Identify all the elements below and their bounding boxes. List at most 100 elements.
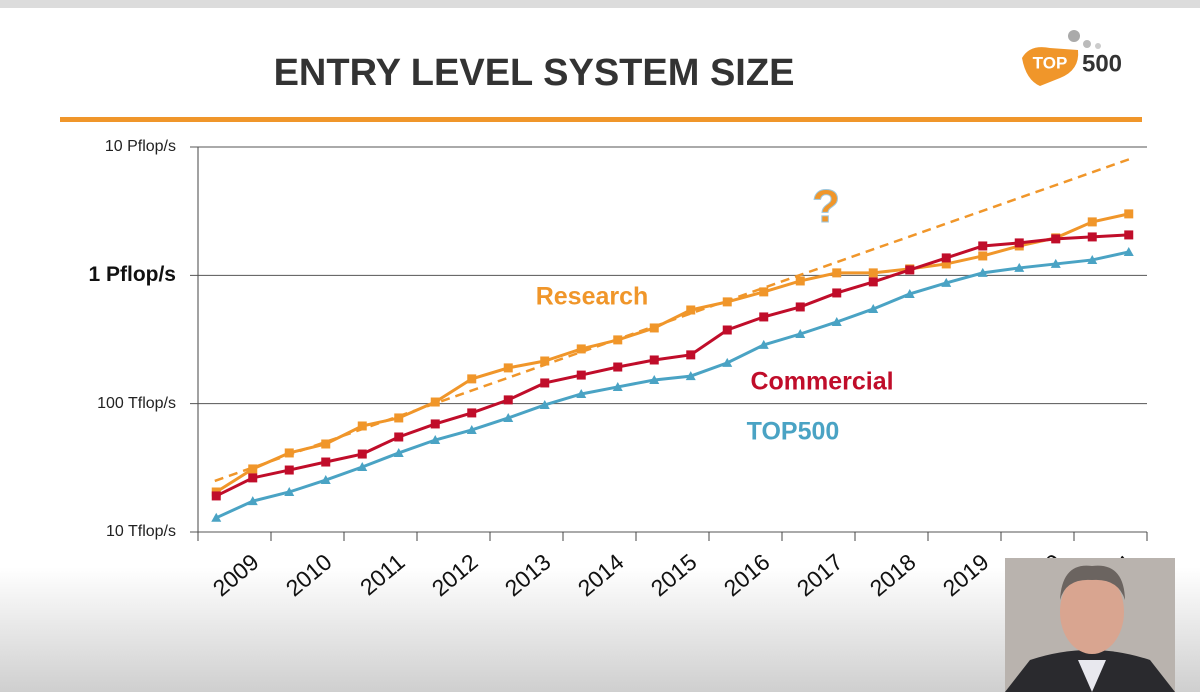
- marker: [394, 413, 404, 423]
- marker: [1050, 258, 1061, 268]
- logo-shape: [1022, 47, 1079, 86]
- marker: [613, 335, 623, 345]
- marker: [284, 448, 294, 458]
- marker: [393, 447, 404, 457]
- series-label: Research: [536, 283, 649, 311]
- series-line: [215, 250, 1130, 520]
- marker: [941, 259, 951, 269]
- speaker-video: [1005, 558, 1175, 692]
- marker: [977, 267, 988, 277]
- marker: [832, 268, 842, 278]
- marker: [248, 464, 258, 474]
- marker: [978, 251, 988, 261]
- marker: [284, 465, 294, 475]
- marker: [649, 374, 660, 384]
- marker: [576, 388, 587, 398]
- marker: [211, 512, 222, 522]
- marker: [394, 432, 404, 442]
- marker: [466, 424, 477, 434]
- frame-top: [0, 0, 1200, 8]
- marker: [576, 370, 586, 380]
- marker: [503, 363, 513, 373]
- logo: TOP 500: [1022, 30, 1122, 86]
- marker: [1087, 232, 1097, 242]
- marker: [941, 277, 952, 287]
- marker: [540, 378, 550, 388]
- marker: [211, 491, 221, 501]
- marker: [357, 461, 368, 471]
- marker: [1123, 246, 1134, 256]
- series-line: [215, 212, 1130, 494]
- marker: [540, 356, 550, 366]
- marker: [905, 265, 915, 275]
- marker: [831, 316, 842, 326]
- marker: [868, 303, 879, 313]
- marker: [612, 381, 623, 391]
- marker: [795, 276, 805, 286]
- slide-title: ENTRY LEVEL SYSTEM SIZE: [274, 52, 795, 94]
- logo-dot: [1068, 30, 1080, 42]
- video-face: [1060, 570, 1124, 654]
- y-tick-label: 10 Pflop/s: [105, 138, 176, 155]
- marker: [467, 408, 477, 418]
- marker: [795, 329, 806, 339]
- marker: [978, 241, 988, 251]
- marker: [321, 457, 331, 467]
- marker: [247, 496, 258, 506]
- marker: [467, 374, 477, 384]
- marker: [320, 475, 331, 485]
- logo-right: 500: [1082, 50, 1122, 77]
- marker: [686, 305, 696, 315]
- marker: [868, 268, 878, 278]
- video-shirt: [1078, 660, 1106, 692]
- marker: [759, 312, 769, 322]
- marker: [357, 449, 367, 459]
- marker: [722, 297, 732, 307]
- logo-dot: [1083, 40, 1091, 48]
- marker: [613, 362, 623, 372]
- marker: [1087, 254, 1098, 264]
- marker: [649, 355, 659, 365]
- marker: [1124, 230, 1134, 240]
- marker: [430, 397, 440, 407]
- marker: [284, 486, 295, 496]
- logo-left: TOP: [1033, 53, 1068, 72]
- marker: [321, 439, 331, 449]
- marker: [686, 350, 696, 360]
- marker: [503, 395, 513, 405]
- marker: [1051, 234, 1061, 244]
- marker: [649, 323, 659, 333]
- marker: [685, 371, 696, 381]
- marker: [868, 277, 878, 287]
- marker: [430, 435, 441, 445]
- series-label: TOP500: [747, 418, 840, 446]
- marker: [759, 287, 769, 297]
- y-tick-label: 10 Tflop/s: [106, 523, 176, 540]
- annotation: ?: [812, 180, 840, 232]
- marker: [539, 399, 550, 409]
- title-rule: [60, 117, 1142, 122]
- marker: [430, 419, 440, 429]
- marker: [722, 357, 733, 367]
- marker: [832, 288, 842, 298]
- logo-dot: [1095, 43, 1101, 49]
- marker: [357, 421, 367, 431]
- marker: [1087, 217, 1097, 227]
- marker: [1014, 238, 1024, 248]
- marker: [1124, 209, 1134, 219]
- marker: [795, 302, 805, 312]
- marker: [1014, 262, 1025, 272]
- series-label: Commercial: [750, 368, 893, 396]
- marker: [941, 253, 951, 263]
- marker: [758, 339, 769, 349]
- series-line: [215, 233, 1129, 498]
- video-hair: [1060, 565, 1125, 600]
- marker: [576, 344, 586, 354]
- marker: [248, 473, 258, 483]
- marker: [503, 412, 514, 422]
- y-tick-label: 100 Tflop/s: [97, 395, 176, 412]
- marker: [722, 325, 732, 335]
- y-tick-label: 1 Pflop/s: [88, 263, 176, 286]
- marker: [904, 288, 915, 298]
